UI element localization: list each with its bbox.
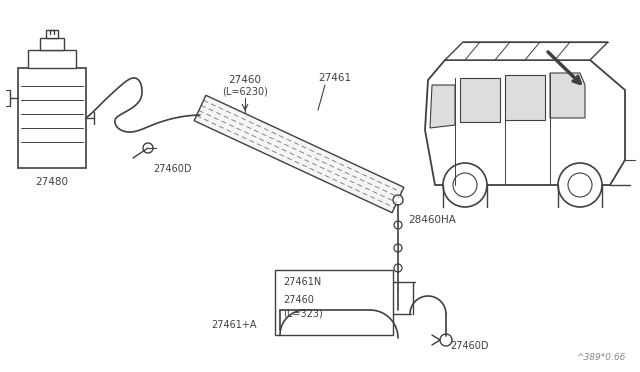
Polygon shape bbox=[46, 30, 58, 38]
Text: 27480: 27480 bbox=[35, 177, 68, 187]
Polygon shape bbox=[40, 38, 64, 50]
Text: 27460D: 27460D bbox=[153, 164, 191, 174]
Text: ^389*0.66: ^389*0.66 bbox=[575, 353, 625, 362]
Circle shape bbox=[443, 163, 487, 207]
Circle shape bbox=[568, 173, 592, 197]
Circle shape bbox=[453, 173, 477, 197]
Text: 27461N: 27461N bbox=[283, 277, 321, 287]
Polygon shape bbox=[445, 42, 608, 60]
Polygon shape bbox=[460, 78, 500, 122]
Circle shape bbox=[440, 334, 452, 346]
Circle shape bbox=[394, 244, 402, 252]
Text: 27460: 27460 bbox=[228, 75, 262, 85]
Circle shape bbox=[143, 143, 153, 153]
Text: (L=323): (L=323) bbox=[283, 309, 323, 319]
Text: 27461: 27461 bbox=[318, 73, 351, 83]
Polygon shape bbox=[194, 95, 404, 213]
Polygon shape bbox=[550, 73, 585, 118]
Circle shape bbox=[394, 264, 402, 272]
Polygon shape bbox=[430, 85, 455, 128]
Polygon shape bbox=[425, 60, 625, 185]
Polygon shape bbox=[505, 75, 545, 120]
Text: 27461+A: 27461+A bbox=[211, 320, 257, 330]
Text: (L=6230): (L=6230) bbox=[222, 87, 268, 97]
Polygon shape bbox=[275, 270, 393, 335]
Circle shape bbox=[558, 163, 602, 207]
Text: 28460HA: 28460HA bbox=[408, 215, 456, 225]
Polygon shape bbox=[18, 68, 86, 168]
Text: 27460: 27460 bbox=[283, 295, 314, 305]
Text: 27460D: 27460D bbox=[450, 341, 488, 351]
Circle shape bbox=[394, 221, 402, 229]
Polygon shape bbox=[28, 50, 76, 68]
Circle shape bbox=[393, 195, 403, 205]
